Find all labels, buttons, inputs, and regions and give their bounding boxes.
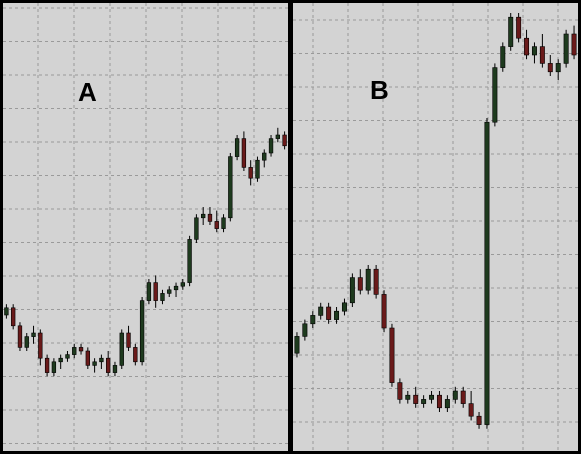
chart-a-candle: [228, 156, 233, 219]
chart-a-candle: [85, 350, 90, 366]
chart-b-candle: [468, 403, 474, 417]
chart-b-candle: [444, 399, 450, 409]
chart-b-candle: [381, 294, 387, 329]
chart-a-candle: [194, 217, 199, 240]
chart-a-candle: [160, 293, 165, 301]
chart-a-candle: [234, 138, 240, 157]
chart-a-candle: [187, 239, 192, 283]
chart-b-candle: [373, 268, 379, 295]
chart-b-candle: [531, 46, 537, 56]
chart-a-candle: [262, 152, 267, 161]
chart-a-candle: [99, 357, 104, 363]
chart-a-candle: [24, 336, 29, 348]
chart-a-candle: [139, 300, 145, 363]
chart-a-candle: [106, 357, 111, 373]
chart-a-candle: [255, 159, 260, 179]
chart-a-candle: [126, 332, 131, 348]
chart-b-candle: [436, 394, 442, 409]
chart-a-candle: [11, 307, 16, 327]
chart-a-candle: [4, 307, 9, 316]
chart-b-plot: [293, 3, 578, 451]
chart-a-candle: [146, 282, 152, 301]
chart-b-candle: [389, 327, 395, 383]
chart-a-candle: [58, 357, 63, 363]
chart-a-candle: [133, 347, 138, 363]
chart-b-candle: [539, 46, 545, 64]
chart-a-candle: [17, 325, 23, 348]
chart-b-candle: [294, 336, 300, 354]
chart-b-candle: [341, 302, 347, 312]
chart-panel-a: A: [3, 3, 288, 451]
chart-b-candle: [326, 306, 332, 320]
chart-b-candle: [429, 394, 435, 400]
chart-b-candle: [476, 415, 482, 425]
chart-a-candle: [38, 332, 43, 359]
chart-a-candle: [173, 285, 179, 291]
chart-a-candle: [92, 361, 97, 366]
chart-a-candle: [275, 134, 280, 139]
chart-b-candle: [334, 310, 340, 320]
chart-b-candle: [310, 315, 316, 325]
chart-a-candle: [268, 138, 274, 154]
chart-b-candle: [524, 37, 530, 56]
chart-b-candle: [397, 382, 403, 400]
chart-b-candle: [452, 390, 458, 400]
chart-b-candle: [318, 306, 324, 316]
chart-b-candle: [405, 394, 411, 400]
chart-a-candle: [31, 332, 36, 337]
chart-a-candle: [282, 134, 287, 147]
chart-b-candle: [555, 63, 561, 73]
chart-b-candle: [500, 46, 506, 68]
chart-a-candle: [201, 213, 206, 219]
chart-b-candle: [302, 323, 308, 337]
chart-b-candle: [357, 277, 363, 291]
chart-a-candle: [241, 138, 247, 168]
chart-b-candle: [413, 394, 419, 404]
chart-a-candle: [207, 213, 213, 222]
chart-b-candle: [349, 277, 355, 304]
chart-b-candle: [508, 16, 514, 47]
chart-b-candle: [516, 16, 522, 39]
chart-a-label: A: [78, 77, 97, 107]
chart-a-candle: [72, 347, 77, 355]
chart-b-candle: [365, 268, 371, 291]
chart-a-candle: [167, 289, 172, 294]
chart-b-candle: [492, 67, 498, 123]
chart-b-candle: [547, 63, 553, 73]
chart-b-candle: [484, 121, 490, 425]
chart-a-candle: [51, 361, 57, 373]
chart-a-candle: [119, 332, 124, 366]
chart-a-candle: [180, 282, 185, 287]
chart-a-candle: [214, 221, 219, 229]
chart-b-label: B: [370, 75, 389, 105]
chart-b-candle: [563, 33, 569, 64]
chart-a-candle: [44, 357, 50, 373]
chart-b-candle: [460, 390, 466, 404]
chart-a-candle: [65, 354, 70, 359]
chart-a-candle: [153, 282, 158, 301]
chart-a-candle: [112, 365, 118, 373]
chart-b-candle: [571, 33, 577, 56]
chart-a-candle: [248, 167, 253, 179]
chart-a-candle: [221, 217, 226, 229]
chart-a-candle: [78, 347, 84, 352]
chart-a-plot: [3, 3, 288, 451]
chart-panel-b: B: [293, 3, 578, 451]
chart-b-candle: [421, 399, 427, 404]
